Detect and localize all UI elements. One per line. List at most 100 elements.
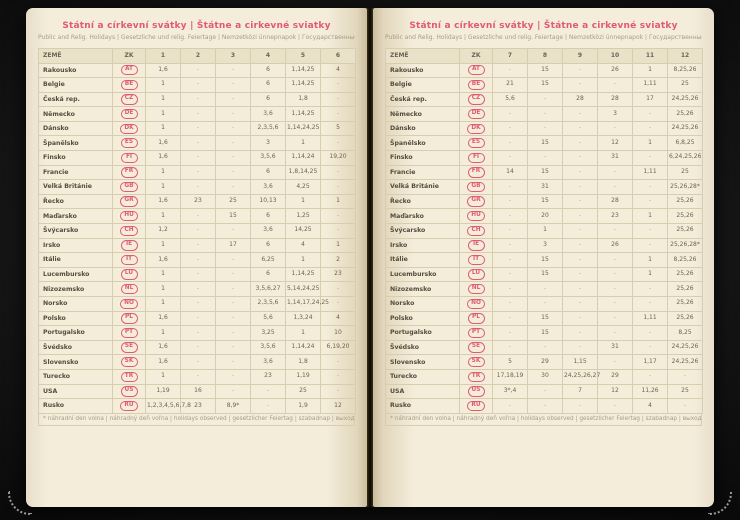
holiday-cell-GB-month-5: 4,25 <box>285 179 321 195</box>
holiday-cell-RU-month-8: - <box>527 398 563 414</box>
holiday-cell-SK-month-6: - <box>320 354 356 370</box>
holiday-cell-BE-month-5: 1,14,25 <box>285 77 321 93</box>
country-row-GR: Řecko GR 1,6 23 25 10,13 1 1 <box>38 193 356 210</box>
holiday-cell-IE-month-10: 26 <box>597 237 633 254</box>
country-row-TR: Turecko TR 17,18,19 30 24,25,26,27 29- - <box>385 368 703 385</box>
country-name: Polsko <box>38 310 113 327</box>
holiday-cell-NO-month-8: - <box>527 296 563 312</box>
holiday-cell-ES-month-6: - <box>320 135 356 152</box>
month-column-header-6: 6 <box>320 47 356 64</box>
holiday-cell-PT-month-11: - <box>632 325 668 341</box>
country-name: Itálie <box>385 252 460 268</box>
holiday-cell-CZ-month-8: - <box>527 91 563 108</box>
holiday-cell-AT-month-8: 15 <box>527 62 563 79</box>
holiday-cell-FR-month-10: - <box>597 164 633 181</box>
country-column-header: ZEMĚ <box>38 47 113 64</box>
country-name: Rusko <box>385 398 460 414</box>
country-row-FI: Finsko FI 1,6- -3,5,6 1,14,24 19,20 <box>38 150 356 166</box>
holiday-cell-NL-month-2: - <box>180 281 216 297</box>
country-row-BE: Belgie BE 1- -6 1,14,25- <box>38 77 356 93</box>
holiday-cell-PT-month-7: - <box>492 325 528 341</box>
country-name: Norsko <box>385 296 460 312</box>
holiday-cell-SE-month-9: - <box>562 339 598 356</box>
country-code-cell: HU <box>459 208 493 225</box>
holiday-cell-DE-month-2: - <box>180 106 216 122</box>
holiday-cell-RU-month-9: - <box>562 398 598 414</box>
country-name: Dánsko <box>385 120 460 137</box>
holiday-cell-GB-month-1: 1 <box>145 179 181 195</box>
holiday-cell-GB-month-7: - <box>492 179 528 195</box>
country-name: Česká rep. <box>385 91 460 108</box>
holiday-cell-CH-month-3: - <box>215 223 251 239</box>
holiday-cell-PL-month-5: 1,3,24 <box>285 310 321 327</box>
country-code-cell: FI <box>112 150 146 166</box>
holiday-cell-LU-month-6: 23 <box>320 266 356 283</box>
country-name: USA <box>38 383 113 400</box>
code-column-header: ZK <box>459 47 493 64</box>
holiday-cell-GB-month-9: - <box>562 179 598 195</box>
holiday-cell-SE-month-12: 24,25,26 <box>667 339 703 356</box>
country-row-AT: Rakousko AT 1,6- -6 1,14,25 4 <box>38 62 356 79</box>
country-code-cell: RU <box>459 398 493 414</box>
holiday-cell-AT-month-7: - <box>492 62 528 79</box>
holiday-cell-GR-month-8: 15 <box>527 193 563 210</box>
holiday-cell-PL-month-8: 15 <box>527 310 563 327</box>
holiday-cell-SE-month-1: 1,6 <box>145 339 181 356</box>
holiday-cell-PT-month-3: - <box>215 325 251 341</box>
country-code-cell: PL <box>459 310 493 327</box>
holiday-cell-ES-month-12: 6,8,25 <box>667 135 703 152</box>
holiday-cell-NL-month-11: - <box>632 281 668 297</box>
holiday-cell-GB-month-12: 25,26,28* <box>667 179 703 195</box>
country-code-badge: SE <box>120 342 138 353</box>
holiday-cell-SE-month-4: 3,5,6 <box>250 339 286 356</box>
country-code-badge: BE <box>120 79 138 91</box>
country-code-badge: DK <box>120 123 138 134</box>
country-code-badge: ES <box>120 138 138 149</box>
country-code-cell: ES <box>112 135 146 152</box>
holiday-cell-NL-month-3: - <box>215 281 251 297</box>
holiday-cell-US-month-4: - <box>250 383 286 400</box>
holiday-cell-IT-month-3: - <box>215 252 251 268</box>
country-code-badge: GR <box>467 196 485 207</box>
country-code-badge: HU <box>467 211 485 222</box>
holiday-cell-US-month-10: 12 <box>597 383 633 400</box>
holiday-cell-HU-month-5: 1,25 <box>285 208 321 225</box>
country-code-cell: IT <box>112 252 146 268</box>
country-name: Slovensko <box>385 354 460 370</box>
country-row-FI: Finsko FI - - -31-6,24,25,26 <box>385 150 703 166</box>
holiday-cell-US-month-8: - <box>527 383 563 400</box>
holiday-cell-NL-month-9: - <box>562 281 598 297</box>
holiday-cell-NO-month-7: - <box>492 296 528 312</box>
country-code-cell: TR <box>112 368 146 385</box>
holiday-cell-IE-month-7: - <box>492 237 528 254</box>
country-code-cell: SE <box>459 339 493 356</box>
holiday-cell-DE-month-9: - <box>562 106 598 122</box>
right-page: Státní a církevní svátky | Štátne a cirk… <box>373 8 714 507</box>
country-row-IT: Itálie IT 1,6- -6,25 1 2 <box>38 252 356 268</box>
country-row-IT: Itálie IT -15- -1 8,25,26 <box>385 252 703 268</box>
stitch-corner-right-icon <box>708 491 732 515</box>
holiday-cell-NO-month-9: - <box>562 296 598 312</box>
country-code-cell: FI <box>459 150 493 166</box>
holiday-cell-HU-month-2: - <box>180 208 216 225</box>
holiday-cell-HU-month-9: - <box>562 208 598 225</box>
holiday-cell-PT-month-4: 3,25 <box>250 325 286 341</box>
country-name: Švédsko <box>385 339 460 356</box>
table-header-row: ZEMĚ ZK 7 8 9 10 11 12 <box>385 47 703 64</box>
stitch-corner-left-icon <box>8 491 32 515</box>
country-row-AT: Rakousko AT -15-26 1 8,25,26 <box>385 62 703 79</box>
holiday-cell-IT-month-5: 1 <box>285 252 321 268</box>
footnote: * náhradní den volna | náhradný deň voľn… <box>385 413 702 426</box>
holiday-cell-GR-month-2: 23 <box>180 193 216 210</box>
holiday-cell-LU-month-8: 15 <box>527 266 563 283</box>
holiday-cell-FR-month-7: 14 <box>492 164 528 181</box>
country-row-NL: Nizozemsko NL 1- -3,5,6,27 5,14,24,25- <box>38 281 356 297</box>
country-row-FR: Francie FR 1- -6 1,8,14,25- <box>38 164 356 181</box>
country-code-cell: SE <box>112 339 146 356</box>
holiday-cell-IT-month-4: 6,25 <box>250 252 286 268</box>
holiday-cell-NL-month-4: 3,5,6,27 <box>250 281 286 297</box>
country-code-badge: NO <box>467 298 485 309</box>
country-code-cell: BE <box>112 77 146 93</box>
